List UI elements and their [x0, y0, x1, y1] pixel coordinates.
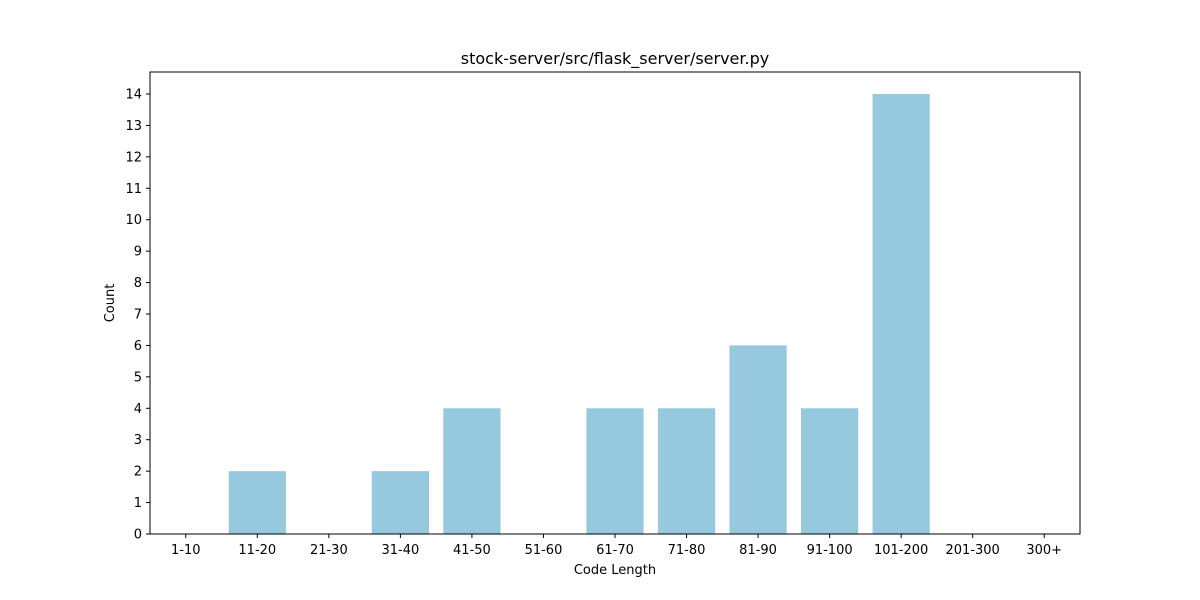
x-tick-label: 101-200	[874, 543, 928, 558]
x-tick-label: 201-300	[946, 543, 1000, 558]
x-tick-label: 51-60	[525, 543, 563, 558]
y-tick-label: 0	[134, 528, 142, 543]
y-tick-label: 6	[134, 339, 142, 354]
bar-81-90	[729, 345, 787, 534]
x-tick-label: 1-10	[171, 543, 201, 558]
x-tick-label: 81-90	[739, 543, 777, 558]
x-tick-label: 71-80	[668, 543, 706, 558]
y-tick-label: 10	[125, 213, 142, 228]
y-tick-label: 8	[134, 276, 142, 291]
x-tick-label: 300+	[1026, 543, 1062, 558]
y-tick-label: 2	[134, 465, 142, 480]
bar-91-100	[801, 408, 859, 534]
x-tick-label: 41-50	[453, 543, 491, 558]
x-tick-label: 61-70	[596, 543, 634, 558]
bars-group	[228, 94, 930, 534]
x-tick-label: 21-30	[310, 543, 348, 558]
y-tick-label: 12	[125, 150, 142, 165]
bar-11-20	[228, 471, 286, 534]
bar-71-80	[657, 408, 716, 534]
x-axis-label: Code Length	[574, 563, 656, 578]
plot-frame	[149, 71, 1081, 535]
y-tick-label: 13	[125, 119, 142, 134]
bar-41-50	[443, 408, 501, 534]
y-tick-label: 5	[134, 370, 142, 385]
x-tick-label: 31-40	[381, 543, 419, 558]
bar-101-200	[872, 94, 930, 534]
x-tick-label: 11-20	[238, 543, 276, 558]
bar-61-70	[586, 408, 644, 534]
y-tick-label: 11	[125, 182, 142, 197]
y-tick-label: 4	[134, 402, 142, 417]
chart-title: stock-server/src/flask_server/server.py	[461, 49, 769, 69]
x-axis-ticks: 1-10 11-20 21-30 31-40 41-50 51-60 61-70 71-80 8…	[171, 534, 1062, 558]
x-tick-label: 91-100	[807, 543, 853, 558]
bar-31-40	[371, 471, 429, 534]
y-tick-label: 1	[134, 496, 142, 511]
y-tick-label: 3	[134, 433, 142, 448]
y-tick-label: 9	[134, 245, 142, 260]
y-tick-label: 7	[134, 308, 142, 323]
y-axis-label: Count	[103, 284, 118, 323]
y-tick-label: 14	[125, 88, 142, 103]
